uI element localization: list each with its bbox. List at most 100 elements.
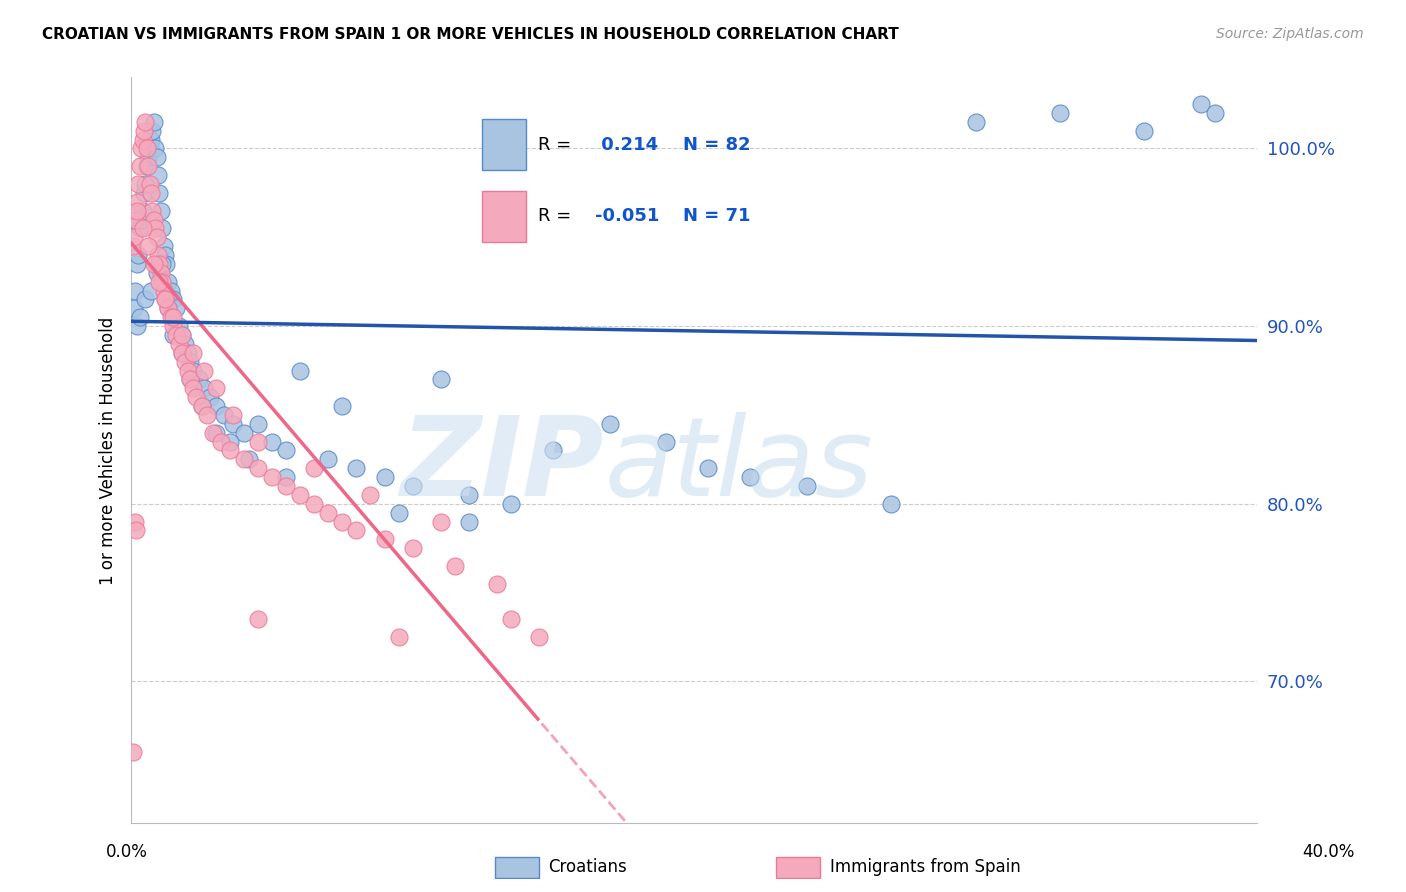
Point <box>142 257 165 271</box>
Text: CROATIAN VS IMMIGRANTS FROM SPAIN 1 OR MORE VEHICLES IN HOUSEHOLD CORRELATION CH: CROATIAN VS IMMIGRANTS FROM SPAIN 1 OR M… <box>42 27 898 42</box>
Point <box>274 479 297 493</box>
Point <box>153 293 176 307</box>
Point <box>138 141 160 155</box>
Point <box>125 257 148 271</box>
Point <box>1204 106 1226 120</box>
Point <box>388 506 411 520</box>
Point <box>146 248 169 262</box>
Point <box>141 203 163 218</box>
Point <box>150 257 173 271</box>
Point <box>132 124 155 138</box>
Point <box>124 212 146 227</box>
Point <box>187 372 209 386</box>
Point <box>159 310 181 325</box>
Point <box>288 363 311 377</box>
Text: atlas: atlas <box>605 412 873 519</box>
Point <box>599 417 621 431</box>
Point <box>125 203 148 218</box>
Point <box>430 372 453 386</box>
Point <box>221 417 243 431</box>
Point <box>212 408 235 422</box>
Point <box>121 239 143 253</box>
Text: 40.0%: 40.0% <box>1302 843 1355 861</box>
Point <box>155 257 177 271</box>
Point <box>181 363 204 377</box>
Point <box>136 159 159 173</box>
Point <box>486 576 509 591</box>
Point <box>374 470 396 484</box>
Text: Source: ZipAtlas.com: Source: ZipAtlas.com <box>1216 27 1364 41</box>
Point <box>162 310 184 325</box>
Point <box>655 434 678 449</box>
Text: 0.0%: 0.0% <box>105 843 148 861</box>
Point <box>316 506 339 520</box>
Point <box>170 328 193 343</box>
Point <box>131 221 153 235</box>
Point <box>302 497 325 511</box>
Text: Immigrants from Spain: Immigrants from Spain <box>830 858 1021 876</box>
Point <box>204 381 226 395</box>
Point <box>148 257 170 271</box>
Point <box>1133 124 1156 138</box>
Point <box>146 168 169 182</box>
Point <box>149 203 172 218</box>
Point <box>444 558 467 573</box>
Point <box>543 443 565 458</box>
Point <box>153 293 176 307</box>
Point <box>204 425 226 440</box>
Point <box>190 399 212 413</box>
Point <box>170 328 193 343</box>
Point <box>302 461 325 475</box>
Point <box>131 203 153 218</box>
Point <box>246 461 269 475</box>
Point <box>501 497 523 511</box>
Point <box>162 328 184 343</box>
Point <box>134 177 156 191</box>
Point <box>880 497 903 511</box>
Y-axis label: 1 or more Vehicles in Household: 1 or more Vehicles in Household <box>100 317 117 584</box>
Point <box>359 488 381 502</box>
Point <box>139 186 162 200</box>
Point <box>152 239 174 253</box>
Point <box>218 443 240 458</box>
Text: ZIP: ZIP <box>401 412 605 519</box>
Point <box>127 177 149 191</box>
Point <box>145 150 167 164</box>
Point <box>965 115 987 129</box>
Point <box>344 461 367 475</box>
Point <box>143 141 166 155</box>
Point <box>402 541 425 556</box>
Point <box>274 443 297 458</box>
Point <box>121 746 143 760</box>
Point <box>529 630 551 644</box>
Point <box>124 515 146 529</box>
Point <box>139 284 162 298</box>
Point <box>260 470 283 484</box>
Point <box>330 399 353 413</box>
Point <box>170 345 193 359</box>
Point <box>128 221 150 235</box>
Point <box>165 328 187 343</box>
Point <box>148 275 170 289</box>
Point <box>173 354 195 368</box>
Point <box>136 150 159 164</box>
Point <box>374 533 396 547</box>
Point <box>124 284 146 298</box>
Point <box>246 612 269 626</box>
Point <box>139 133 162 147</box>
Point <box>193 381 215 395</box>
Point <box>238 452 260 467</box>
Point <box>697 461 720 475</box>
FancyBboxPatch shape <box>495 857 538 878</box>
Point <box>136 239 159 253</box>
Point <box>162 293 184 307</box>
Point <box>181 381 204 395</box>
Point <box>1189 97 1212 112</box>
Point <box>246 417 269 431</box>
Point <box>179 372 201 386</box>
Point <box>260 434 283 449</box>
Point <box>288 488 311 502</box>
Point <box>170 345 193 359</box>
Point <box>145 266 167 280</box>
Point <box>135 141 157 155</box>
